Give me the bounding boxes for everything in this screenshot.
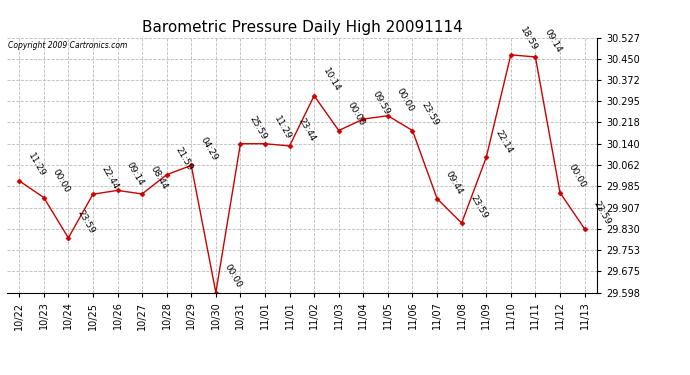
Text: 23:44: 23:44 (297, 117, 317, 143)
Text: 00:00: 00:00 (346, 101, 366, 128)
Text: 21:59: 21:59 (174, 145, 195, 172)
Text: 23:59: 23:59 (75, 208, 96, 235)
Text: 04:29: 04:29 (198, 136, 219, 163)
Text: 11:29: 11:29 (26, 151, 47, 178)
Text: 22:44: 22:44 (100, 165, 120, 192)
Text: 09:14: 09:14 (542, 27, 563, 54)
Text: 00:00: 00:00 (223, 263, 244, 290)
Text: Copyright 2009 Cartronics.com: Copyright 2009 Cartronics.com (8, 41, 128, 50)
Text: 10:14: 10:14 (321, 66, 342, 93)
Text: 08:44: 08:44 (149, 165, 170, 191)
Text: 23:59: 23:59 (469, 194, 489, 220)
Title: Barometric Pressure Daily High 20091114: Barometric Pressure Daily High 20091114 (141, 20, 462, 35)
Text: 25:59: 25:59 (248, 114, 268, 141)
Text: 11:29: 11:29 (272, 114, 293, 141)
Text: 09:59: 09:59 (371, 89, 391, 116)
Text: 09:14: 09:14 (124, 161, 145, 188)
Text: 09:44: 09:44 (444, 169, 464, 196)
Text: 22:14: 22:14 (493, 128, 514, 154)
Text: 00:00: 00:00 (51, 168, 72, 195)
Text: 18:59: 18:59 (518, 25, 538, 52)
Text: 00:00: 00:00 (395, 86, 415, 113)
Text: 23:59: 23:59 (591, 199, 612, 226)
Text: 23:59: 23:59 (420, 101, 440, 128)
Text: 00:00: 00:00 (567, 163, 588, 190)
